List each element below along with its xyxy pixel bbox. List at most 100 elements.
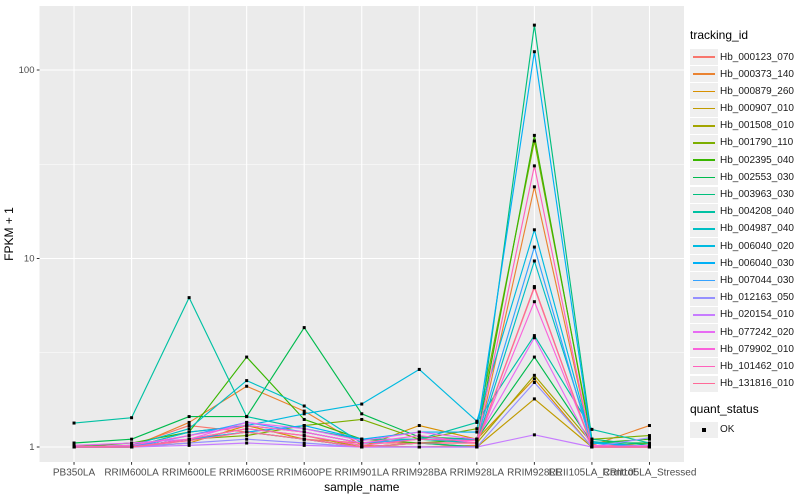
legend-item: Hb_004987_040: [688, 220, 800, 237]
legend-label: Hb_006040_030: [720, 257, 794, 269]
data-point: [187, 415, 191, 419]
data-point: [245, 430, 249, 434]
legend-key: [690, 289, 718, 306]
data-point: [302, 441, 306, 445]
data-point: [532, 50, 536, 54]
data-point: [590, 427, 594, 431]
legend-label: Hb_001508_010: [720, 120, 794, 132]
y-tick-label: 10: [24, 254, 35, 265]
data-point: [130, 445, 134, 449]
legend-key: [690, 134, 718, 151]
legend-key: [690, 186, 718, 203]
data-point: [590, 443, 594, 447]
data-point: [360, 439, 364, 443]
legend-item: Hb_077242_020: [688, 324, 800, 340]
line-swatch-icon: [693, 107, 715, 110]
data-point: [72, 441, 76, 445]
data-point: [72, 443, 76, 447]
line-swatch-icon: [693, 90, 715, 93]
data-point: [360, 443, 364, 447]
legend-key: [690, 238, 718, 255]
data-point: [532, 259, 536, 263]
data-point: [532, 300, 536, 304]
legend-items: Hb_000123_070 Hb_000373_140 Hb_000879_260 H…: [688, 49, 800, 392]
legend-label: Hb_000373_140: [720, 68, 794, 80]
line-swatch-icon: [693, 245, 715, 247]
legend-label: Hb_012163_050: [720, 292, 794, 304]
legend-item: Hb_001790_110: [688, 134, 800, 151]
line-swatch-icon: [693, 193, 715, 196]
legend-label: Hb_000907_010: [720, 103, 794, 115]
data-point: [245, 384, 249, 388]
data-point: [590, 437, 594, 441]
data-point: [245, 420, 249, 424]
data-point: [360, 402, 364, 406]
legend-key: [690, 375, 718, 392]
data-point: [245, 437, 249, 441]
line-swatch-icon: [693, 314, 715, 316]
legend: tracking_id Hb_000123_070 Hb_000373_140 Hb…: [688, 28, 800, 439]
data-point: [130, 416, 134, 420]
legend-key: [690, 358, 718, 375]
line-swatch-icon: [693, 331, 715, 333]
legend-item: Hb_000879_260: [688, 83, 800, 100]
legend-key: [690, 117, 718, 134]
y-axis-title: FPKM + 1: [2, 207, 16, 261]
x-tick-label: RRIM600LE: [162, 468, 217, 479]
data-point: [532, 286, 536, 290]
data-point: [245, 424, 249, 428]
data-point: [475, 430, 479, 434]
legend-key: [690, 341, 718, 358]
data-point: [475, 445, 479, 449]
legend-title-tracking-id: tracking_id: [690, 28, 749, 42]
legend-label: Hb_000123_070: [720, 51, 794, 63]
legend-key: [690, 255, 718, 272]
legend-item: Hb_131816_010: [688, 375, 800, 392]
data-point: [532, 245, 536, 249]
data-point: [245, 434, 249, 438]
data-point: [187, 430, 191, 434]
data-point: [417, 437, 421, 441]
data-point: [532, 334, 536, 338]
line-swatch-icon: [693, 382, 715, 385]
data-point: [360, 412, 364, 416]
data-point: [647, 443, 651, 447]
data-point: [187, 427, 191, 431]
data-point: [532, 139, 536, 143]
data-point: [360, 417, 364, 421]
data-point: [302, 437, 306, 441]
data-point: [417, 434, 421, 438]
legend-label: Hb_006040_020: [720, 240, 794, 252]
x-tick-label: RRIM928BA: [392, 468, 448, 479]
y-tick-label: 100: [19, 65, 35, 76]
legend-key: [690, 272, 718, 289]
x-tick-label: PB350LA: [53, 468, 96, 479]
legend-item: Hb_079902_010: [688, 341, 800, 358]
data-point: [475, 437, 479, 441]
data-point: [302, 326, 306, 330]
legend-item: Hb_020154_010: [688, 306, 800, 323]
data-point: [187, 424, 191, 428]
legend-label: Hb_004987_040: [720, 223, 794, 235]
legend-key-ok: [690, 421, 718, 438]
data-point: [475, 439, 479, 443]
data-point: [187, 437, 191, 441]
data-point: [532, 355, 536, 359]
data-point: [302, 404, 306, 408]
data-point: [417, 430, 421, 434]
data-point: [475, 443, 479, 447]
line-swatch-icon: [693, 365, 715, 368]
legend-item: Hb_002395_040: [688, 152, 800, 169]
line-swatch-icon: [693, 348, 715, 351]
data-point: [187, 439, 191, 443]
line-swatch-icon: [693, 142, 715, 144]
data-point: [647, 441, 651, 445]
line-swatch-icon: [693, 73, 715, 76]
data-point: [647, 424, 651, 428]
legend-key: [690, 324, 718, 340]
data-point: [302, 430, 306, 434]
legend-label: Hb_001790_110: [720, 137, 794, 149]
data-point: [245, 355, 249, 359]
